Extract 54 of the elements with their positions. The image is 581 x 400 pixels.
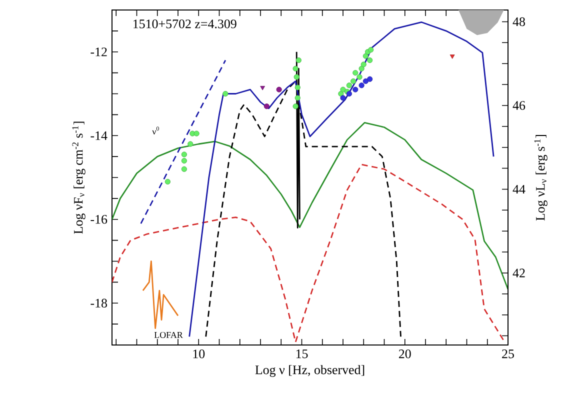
x-tick-label: 10 — [193, 350, 205, 358]
y2-tick-label: 42 — [512, 268, 525, 278]
point — [352, 70, 358, 76]
point — [264, 104, 270, 110]
point — [181, 158, 187, 164]
point — [292, 66, 298, 72]
x-axis-title: Log ν [Hz, observed] — [255, 365, 364, 377]
point — [260, 86, 266, 90]
x-tick-label: 20 — [398, 350, 411, 358]
point — [358, 82, 364, 88]
annotation: LOFAR — [154, 332, 183, 338]
y-tick-label: -14 — [90, 131, 108, 140]
point — [346, 82, 352, 88]
y2-tick-label: 44 — [512, 184, 526, 194]
text: 1510+5702 z=4.309 — [133, 20, 236, 28]
point — [358, 66, 364, 72]
line-series — [112, 164, 505, 343]
x-tick-label: 25 — [502, 350, 514, 358]
point — [194, 130, 200, 136]
point — [450, 54, 455, 59]
point — [350, 78, 356, 84]
point — [292, 104, 298, 110]
point — [276, 86, 282, 92]
y-axis-title: Log νF$_{ν}$ [erg cm$^{-2}$ s$^{-1}$] — [72, 122, 86, 234]
point — [367, 76, 373, 82]
y-tick-label: -16 — [90, 215, 108, 224]
point — [188, 141, 194, 147]
line-series — [112, 122, 508, 290]
point — [362, 78, 368, 84]
point — [352, 86, 358, 92]
point — [340, 86, 346, 92]
point — [294, 74, 300, 80]
annotation: ν$^{0}$ — [152, 126, 159, 135]
point — [356, 74, 362, 80]
point — [294, 84, 300, 90]
point — [296, 57, 302, 64]
point — [346, 90, 352, 97]
point — [362, 53, 368, 59]
point — [368, 46, 374, 53]
point — [164, 178, 170, 184]
point — [181, 152, 187, 158]
y2-tick-label: 46 — [512, 101, 526, 110]
point — [340, 95, 346, 101]
y2-axis-title: Log νL$_{ν}$ [erg s$^{-1}$] — [534, 134, 548, 221]
point — [294, 95, 300, 101]
point — [222, 90, 228, 97]
x-tick-label: 15 — [296, 350, 308, 358]
line-series — [142, 260, 179, 329]
y-tick-label: -12 — [90, 48, 107, 56]
point — [367, 57, 373, 64]
y-tick-label: -18 — [90, 298, 107, 308]
y2-tick-label: 48 — [512, 17, 525, 26]
point — [360, 62, 366, 68]
point — [181, 166, 187, 172]
